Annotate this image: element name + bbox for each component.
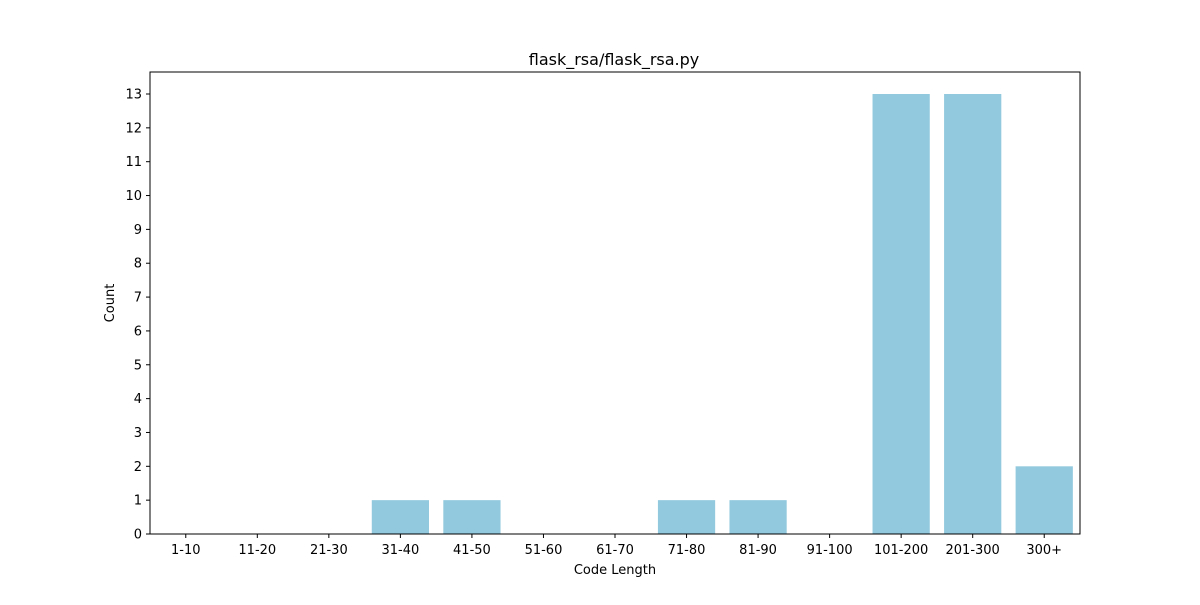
- y-tick-label: 4: [134, 392, 142, 407]
- bars-group: [371, 94, 1073, 534]
- y-tick-label: 5: [134, 358, 142, 373]
- y-tick-label: 9: [134, 223, 142, 238]
- x-tick-label: 31-40: [381, 543, 419, 558]
- bar-300+: [1015, 466, 1073, 534]
- x-tick-label: 81-90: [739, 543, 777, 558]
- bar-201-300: [944, 94, 1002, 534]
- y-tick-label: 13: [125, 88, 142, 103]
- x-tick-label: 41-50: [453, 543, 491, 558]
- bar-31-40: [371, 500, 429, 534]
- y-tick-label: 2: [134, 460, 142, 475]
- x-tick-label: 61-70: [596, 543, 634, 558]
- y-tick-label: 12: [125, 121, 142, 136]
- y-tick-label: 10: [125, 189, 142, 204]
- x-tick-label: 201-300: [946, 543, 1000, 558]
- x-tick-label: 1-10: [171, 543, 201, 558]
- chart-title: flask_rsa/flask_rsa.py: [529, 50, 700, 70]
- y-tick-label: 8: [134, 257, 142, 272]
- y-tick-label: 6: [134, 324, 142, 339]
- y-tick-label: 3: [134, 426, 142, 441]
- bar-41-50: [443, 500, 501, 534]
- x-tick-label: 11-20: [238, 543, 276, 558]
- y-axis-title: Count: [103, 284, 118, 323]
- y-tick-label: 11: [125, 155, 142, 170]
- x-tick-label: 101-200: [874, 543, 928, 558]
- x-tick-label: 21-30: [310, 543, 348, 558]
- x-axis-title: Code Length: [574, 563, 656, 578]
- bar-101-200: [872, 94, 930, 534]
- x-tick-label: 71-80: [668, 543, 706, 558]
- x-tick-label: 91-100: [807, 543, 853, 558]
- plot-frame: [149, 71, 1081, 535]
- y-tick-label: 1: [134, 494, 142, 509]
- x-tick-label: 51-60: [525, 543, 563, 558]
- bar-81-90: [729, 500, 787, 534]
- x-tick-label: 300+: [1026, 543, 1062, 558]
- bar-71-80: [657, 500, 716, 534]
- y-tick-label: 0: [134, 528, 142, 543]
- y-tick-label: 7: [134, 291, 142, 306]
- x-axis: 1-10 11-20 21-30 31-40 41-50 51-60 61-70 71-80 8…: [171, 534, 1062, 558]
